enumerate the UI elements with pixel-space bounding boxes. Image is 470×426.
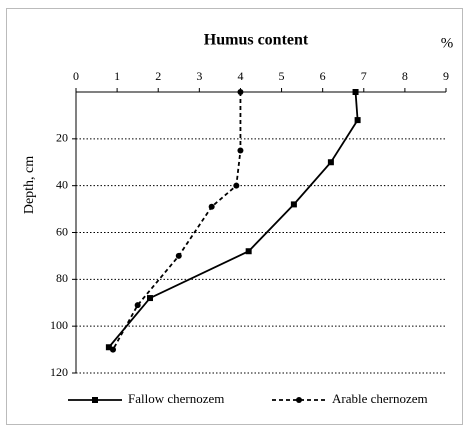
marker <box>134 302 141 309</box>
marker <box>327 159 334 166</box>
marker <box>237 89 244 95</box>
series-line <box>108 91 359 348</box>
marker <box>290 201 297 208</box>
x-tick-label: 3 <box>196 69 202 83</box>
marker <box>110 346 116 353</box>
y-tick-label: 80 <box>56 271 68 285</box>
marker <box>354 117 361 124</box>
marker <box>92 397 98 403</box>
marker <box>352 89 359 95</box>
series-line <box>112 92 242 351</box>
x-tick-label: 0 <box>73 69 79 83</box>
marker <box>245 248 252 255</box>
x-tick-label: 2 <box>155 69 161 83</box>
x-tick-label: 6 <box>320 69 326 83</box>
marker <box>296 397 302 403</box>
y-tick-label: 60 <box>56 224 68 238</box>
marker <box>208 203 215 210</box>
x-tick-label: 9 <box>443 69 449 83</box>
legend-label: Arable chernozem <box>332 391 428 406</box>
y-axis-label: Depth, cm <box>22 156 37 214</box>
x-tick-label: 7 <box>361 69 367 83</box>
x-tick-label: 8 <box>402 69 408 83</box>
x-tick-label: 4 <box>237 69 243 83</box>
y-tick-label: 20 <box>56 131 68 145</box>
marker <box>105 344 112 351</box>
chart-title: Humus content <box>204 32 309 49</box>
y-tick-label: 120 <box>50 365 68 379</box>
marker <box>237 147 244 154</box>
legend-label: Fallow chernozem <box>128 391 224 406</box>
x-tick-label: 1 <box>114 69 120 83</box>
x-unit: % <box>441 35 454 51</box>
marker <box>233 182 240 189</box>
x-tick-label: 5 <box>279 69 285 83</box>
y-tick-label: 100 <box>50 318 68 332</box>
chart-frame <box>6 8 463 425</box>
y-tick-label: 40 <box>56 177 68 191</box>
marker <box>175 252 182 259</box>
marker <box>147 295 153 302</box>
